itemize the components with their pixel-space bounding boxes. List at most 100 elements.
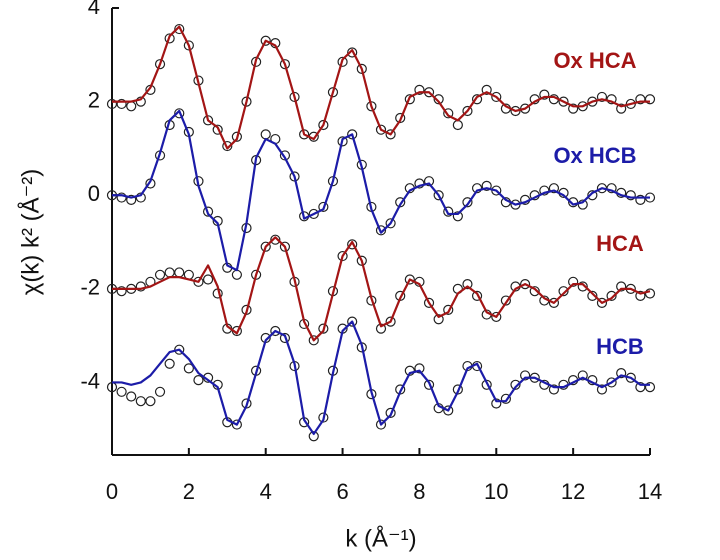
data-point	[375, 225, 387, 236]
data-point	[337, 136, 348, 147]
data-point	[433, 190, 444, 201]
data-point	[443, 304, 454, 316]
data-point	[308, 208, 319, 220]
y-tick-label: -2	[80, 275, 100, 300]
data-point	[318, 323, 329, 334]
data-point	[145, 396, 156, 407]
data-point	[568, 276, 579, 287]
data-point	[443, 405, 454, 416]
data-point	[568, 103, 579, 114]
data-point	[385, 218, 396, 229]
data-point	[356, 63, 367, 74]
data-point	[423, 379, 435, 390]
data-point	[568, 197, 579, 208]
x-tick-label: 10	[484, 479, 508, 504]
y-tick-label: 2	[88, 87, 100, 112]
data-point	[231, 419, 242, 430]
data-point	[616, 281, 627, 292]
data-point	[318, 201, 329, 213]
fit-line	[112, 236, 651, 342]
data-point	[135, 281, 146, 292]
x-tick-label: 4	[260, 479, 272, 504]
data-point	[539, 185, 550, 196]
data-point	[452, 211, 463, 222]
data-point	[471, 94, 483, 105]
data-point	[481, 84, 492, 96]
data-point	[548, 183, 560, 194]
y-tick-label: 4	[88, 0, 100, 19]
data-point	[347, 239, 358, 250]
data-point	[270, 234, 281, 245]
data-point	[644, 94, 656, 105]
data-point	[635, 194, 646, 206]
data-point	[375, 419, 387, 430]
data-point	[606, 183, 617, 194]
data-point	[202, 115, 214, 126]
y-tick-label: -4	[80, 368, 100, 393]
x-tick-label: 8	[413, 479, 425, 504]
data-point	[462, 105, 473, 117]
data-point	[347, 47, 358, 58]
data-point	[443, 206, 454, 217]
data-point	[183, 40, 194, 51]
data-point	[106, 98, 118, 110]
data-point	[135, 396, 146, 407]
data-point	[452, 119, 463, 131]
data-point	[644, 382, 656, 393]
data-point	[327, 87, 339, 98]
data-point	[164, 358, 175, 369]
x-axis-title: k (Å⁻¹)	[345, 524, 416, 552]
fit-line	[112, 25, 650, 150]
data-point	[385, 407, 396, 418]
data-point	[299, 129, 310, 140]
data-point	[433, 314, 444, 325]
data-point	[308, 335, 319, 346]
fit-line	[112, 109, 650, 272]
data-point	[548, 297, 560, 308]
data-point	[520, 370, 531, 381]
data-point	[126, 101, 137, 112]
x-tick-label: 12	[561, 479, 585, 504]
data-point	[462, 197, 473, 208]
data-point	[356, 255, 367, 266]
data-point	[414, 363, 425, 374]
data-point	[596, 91, 608, 103]
data-point	[644, 288, 656, 299]
data-point	[164, 267, 175, 278]
data-point	[231, 131, 242, 142]
series-label: HCB	[596, 334, 644, 359]
data-point	[308, 431, 319, 442]
data-point	[625, 190, 636, 201]
data-point	[462, 279, 473, 290]
data-point	[606, 290, 617, 301]
data-point	[347, 129, 358, 140]
data-point	[539, 89, 550, 100]
data-point	[577, 281, 588, 292]
data-point	[174, 23, 185, 35]
data-point	[116, 98, 127, 110]
data-point	[126, 194, 137, 206]
data-point	[260, 241, 271, 252]
data-point	[500, 295, 511, 306]
data-point	[471, 183, 483, 194]
data-point	[174, 267, 185, 278]
data-point	[587, 290, 598, 301]
data-point	[183, 363, 194, 374]
data-point	[231, 269, 242, 280]
data-point	[154, 59, 166, 70]
data-point	[577, 199, 588, 210]
data-point	[414, 178, 425, 189]
data-point	[135, 192, 146, 203]
data-point	[279, 332, 291, 344]
data-point	[154, 386, 166, 397]
data-point	[414, 84, 425, 96]
data-point	[606, 94, 617, 105]
data-point	[375, 124, 387, 135]
data-point	[385, 129, 396, 140]
data-point	[520, 279, 531, 290]
data-point	[260, 129, 271, 140]
data-point	[577, 370, 588, 381]
data-point	[135, 96, 146, 107]
data-point	[174, 108, 185, 119]
data-point	[433, 94, 444, 105]
